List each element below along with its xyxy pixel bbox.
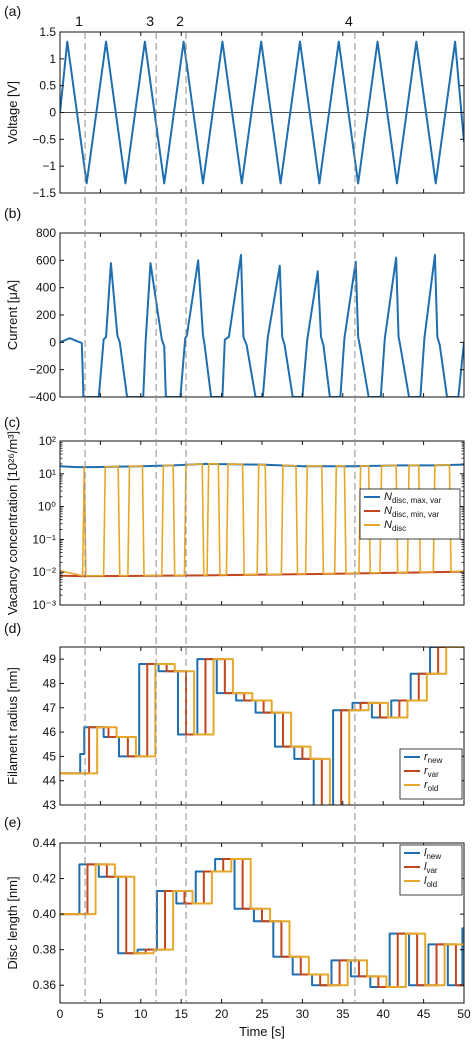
y-tick-label: 0 (49, 106, 56, 120)
y-tick-label: 0.5 (39, 79, 56, 93)
y-tick-label: −400 (29, 390, 56, 404)
series-line-b-0 (60, 253, 464, 397)
legend-entry-label: lold (424, 875, 437, 889)
legend-entry-label: rvar (424, 765, 439, 779)
panel-b: (b) −400 −200 0 200 400 600 800 Current [μA] (4, 205, 465, 404)
x-tick-label: 10 (134, 1007, 148, 1021)
y-tick-label: 0.44 (33, 836, 57, 850)
y-tick-label: −200 (29, 363, 56, 377)
y-axis-label: Current [μA] (5, 280, 20, 350)
time-markers: 1 2 3 4 (75, 13, 356, 1003)
series-line-e-2 (60, 858, 464, 988)
y-axis-label: Filament radius [nm] (5, 667, 20, 785)
x-tick-label: 0 (57, 1007, 64, 1021)
y-tick-label: 0 (49, 335, 56, 349)
legend-box (359, 488, 461, 540)
plot-area-b (60, 253, 464, 397)
y-tick-label: −0.5 (32, 132, 56, 146)
x-tick-label: 5 (97, 1007, 104, 1021)
panel-label-e: (e) (4, 814, 21, 830)
y-tick-label: 48 (43, 676, 57, 690)
y-tick-label: 43 (43, 798, 57, 812)
panel-label-b: (b) (4, 205, 21, 221)
y-tick-label: 49 (43, 652, 57, 666)
y-tick-label: 10⁰ (38, 500, 56, 514)
x-tick-label: 30 (296, 1007, 310, 1021)
y-tick-label: −1 (42, 159, 56, 173)
legend-entry-label: Ndisc, min, var (384, 505, 439, 519)
panel-label-a: (a) (4, 3, 21, 19)
y-tick-label: 10⁻¹ (32, 532, 56, 546)
x-tick-label: 35 (336, 1007, 350, 1021)
panel-d: (d) 43 44 45 46 47 48 49 Filament radius [nm] rne… (4, 620, 465, 812)
panel-a: (a) −1.5 −1 −0.5 0 0.5 1 1.5 Voltage [V] (4, 3, 465, 200)
y-tick-label: 1.5 (39, 25, 56, 39)
legend-entry-label: lvar (424, 861, 438, 875)
series-line-a-0 (60, 40, 464, 185)
plot-area-a (60, 40, 464, 185)
y-tick-label: 0.42 (33, 872, 57, 886)
y-tick-label: 0.38 (33, 943, 57, 957)
y-tick-label: 47 (43, 701, 57, 715)
marker-label-4: 4 (345, 13, 353, 29)
x-tick-label: 50 (457, 1007, 471, 1021)
legend-entry-label: Ndisc, max, var (384, 491, 442, 505)
y-tick-label: 44 (43, 774, 57, 788)
panel-label-d: (d) (4, 620, 21, 636)
y-axis-label: Vacancy concentration [10²⁶/m³] (5, 431, 20, 615)
plot-area-d (60, 647, 464, 805)
y-tick-label: 10² (39, 434, 56, 448)
x-tick-label: 45 (417, 1007, 431, 1021)
y-tick-label: 1 (49, 52, 56, 66)
y-tick-label: −1.5 (32, 186, 56, 200)
panel-e: (e) 0.36 0.38 0.40 0.42 0.44 0 5 10 15 20 25 30 35 40 4… (4, 814, 471, 1039)
marker-label-2: 2 (176, 13, 184, 29)
y-tick-label: 0.36 (33, 978, 57, 992)
panel-label-c: (c) (4, 414, 20, 430)
series-line-ndisc (60, 462, 464, 577)
y-tick-label: 10¹ (39, 467, 56, 481)
x-tick-label: 40 (377, 1007, 391, 1021)
legend-entry-label: lnew (424, 847, 441, 861)
x-tick-label: 20 (215, 1007, 229, 1021)
legend-entry-label: rnew (424, 751, 443, 765)
y-tick-label: 200 (36, 308, 56, 322)
legend-entry-label: rold (424, 779, 438, 793)
legend-entry-label: Ndisc (384, 519, 406, 533)
marker-label-3: 3 (146, 13, 154, 29)
plot-area-e (60, 858, 464, 988)
y-axis-label: Disc length [nm] (5, 876, 20, 969)
axes-frame (59, 232, 465, 398)
plot-area-c (60, 462, 464, 578)
y-tick-label: 45 (43, 749, 57, 763)
y-tick-label: 10⁻³ (32, 598, 56, 612)
y-axis-label: Voltage [V] (5, 81, 20, 144)
y-tick-label: 46 (43, 725, 57, 739)
series-line-d-2 (60, 647, 464, 805)
y-tick-label: 800 (36, 226, 56, 240)
x-tick-label: 15 (175, 1007, 189, 1021)
x-tick-label: 25 (255, 1007, 269, 1021)
y-tick-label: 400 (36, 281, 56, 295)
marker-label-1: 1 (75, 13, 83, 29)
y-tick-label: 10⁻² (32, 565, 56, 579)
panel-c: (c) 10⁻³ 10⁻² 10⁻¹ 10⁰ 10¹ 10² Vacancy concentr… (4, 414, 465, 615)
y-tick-label: 0.40 (33, 907, 57, 921)
x-axis-label: Time [s] (239, 1024, 285, 1039)
y-tick-label: 600 (36, 253, 56, 267)
